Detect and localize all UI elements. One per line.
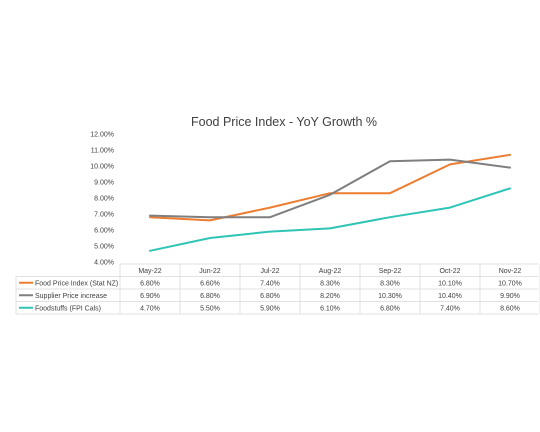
x-tick-label: Oct-22	[439, 268, 460, 275]
data-label: 8.60%	[500, 306, 520, 313]
x-tick-label: Aug-22	[319, 268, 342, 275]
chart-title: Food Price Index - YoY Growth %	[191, 115, 377, 129]
data-label: 9.90%	[500, 293, 520, 300]
y-tick-label: 4.00%	[94, 260, 114, 267]
data-label: 5.90%	[260, 306, 280, 313]
series-line-2	[149, 158, 511, 219]
y-tick-label: 10.00%	[90, 164, 114, 171]
data-label: 6.90%	[140, 293, 160, 300]
x-tick-label: Nov-22	[499, 268, 522, 275]
x-tick-label: Jul-22	[260, 268, 279, 275]
data-label: 6.60%	[200, 281, 220, 288]
data-label: 8.20%	[320, 293, 340, 300]
y-tick-label: 6.00%	[94, 228, 114, 235]
y-tick-label: 12.00%	[90, 132, 114, 139]
data-label: 6.80%	[260, 293, 280, 300]
data-table: May-22 Jun-22 Jul-22 Aug-22 Sep-22 Oct-22 Nov-…	[15, 263, 540, 315]
data-label: 6.80%	[380, 306, 400, 313]
data-label: 6.10%	[320, 306, 340, 313]
x-tick-label: May-22	[138, 268, 161, 275]
data-label: 5.50%	[200, 306, 220, 313]
y-tick-label: 9.00%	[94, 180, 114, 187]
y-axis: 4.00% 5.00% 6.00% 7.00% 8.00% 9.00% 10.00% 11.0…	[90, 132, 114, 267]
y-tick-label: 8.00%	[94, 196, 114, 203]
x-tick-label: Sep-22	[379, 268, 402, 275]
legend-entry: Supplier Price increase	[35, 293, 107, 300]
data-label: 6.80%	[140, 281, 160, 288]
data-label: 10.10%	[438, 281, 462, 288]
data-label: 10.40%	[438, 293, 462, 300]
y-tick-label: 11.00%	[91, 148, 114, 155]
data-label: 10.70%	[498, 281, 522, 288]
data-label: 7.40%	[260, 281, 280, 288]
x-tick-label: Jun-22	[199, 268, 221, 275]
series-line-1	[149, 153, 511, 222]
data-label: 8.30%	[320, 281, 340, 288]
legend-entry: Foodstuffs (FPI Cals)	[35, 306, 101, 313]
series-line-3	[149, 187, 511, 252]
data-label: 7.40%	[440, 306, 460, 313]
legend-entry: Food Price Index (Stat NZ)	[35, 281, 118, 288]
plot-area	[149, 153, 511, 252]
data-label: 4.70%	[140, 306, 160, 313]
data-label: 10.30%	[378, 293, 402, 300]
y-tick-label: 5.00%	[94, 244, 114, 251]
data-label: 8.30%	[380, 281, 400, 288]
data-label: 6.80%	[200, 293, 220, 300]
y-tick-label: 7.00%	[94, 212, 114, 219]
